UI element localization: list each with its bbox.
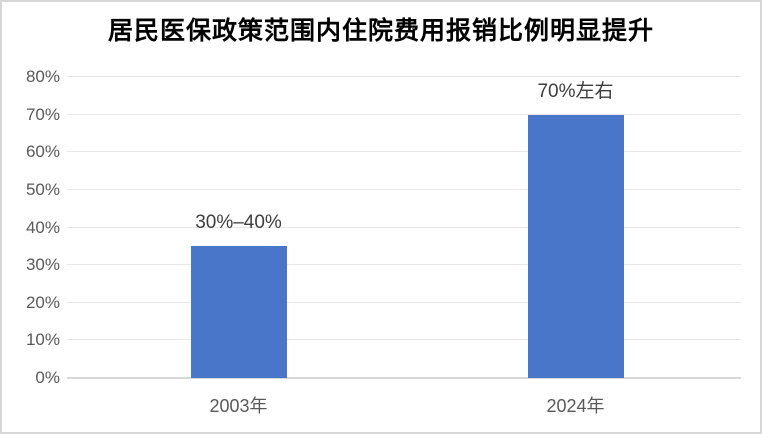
x-axis-line bbox=[67, 377, 741, 379]
gridline bbox=[67, 339, 741, 341]
bar-2003年 bbox=[190, 246, 287, 378]
gridline bbox=[67, 226, 741, 228]
y-tick-label: 80% bbox=[25, 67, 60, 86]
y-tick-label: 60% bbox=[25, 142, 60, 162]
y-axis: 0% 10% 20% 30% 40% 50% 60% 70% 80% bbox=[2, 67, 60, 387]
gridline bbox=[67, 113, 741, 115]
bar-data-label: 70%左右 bbox=[537, 80, 614, 102]
gridline bbox=[67, 188, 741, 190]
bar-2024年 bbox=[527, 114, 624, 378]
x-tick-label: 2003年 bbox=[209, 396, 268, 416]
y-tick-label: 0% bbox=[35, 368, 60, 387]
x-axis: 2003年 2024年 bbox=[67, 392, 741, 418]
y-tick-label: 40% bbox=[25, 217, 60, 237]
y-tick-label: 70% bbox=[25, 104, 60, 124]
gridline bbox=[67, 264, 741, 266]
gridline bbox=[67, 151, 741, 153]
x-tick-label: 2024年 bbox=[546, 396, 605, 416]
gridline bbox=[67, 301, 741, 303]
y-tick-label: 30% bbox=[25, 255, 60, 275]
plot-area: 30%–40% 70%左右 bbox=[67, 76, 741, 379]
bar-data-label: 30%–40% bbox=[195, 212, 282, 234]
gridline bbox=[67, 76, 741, 77]
chart-title: 居民医保政策范围内住院费用报销比例明显提升 bbox=[107, 17, 654, 45]
y-tick-label: 20% bbox=[25, 292, 60, 312]
y-tick-label: 50% bbox=[25, 179, 60, 199]
y-tick-label: 10% bbox=[25, 330, 60, 350]
